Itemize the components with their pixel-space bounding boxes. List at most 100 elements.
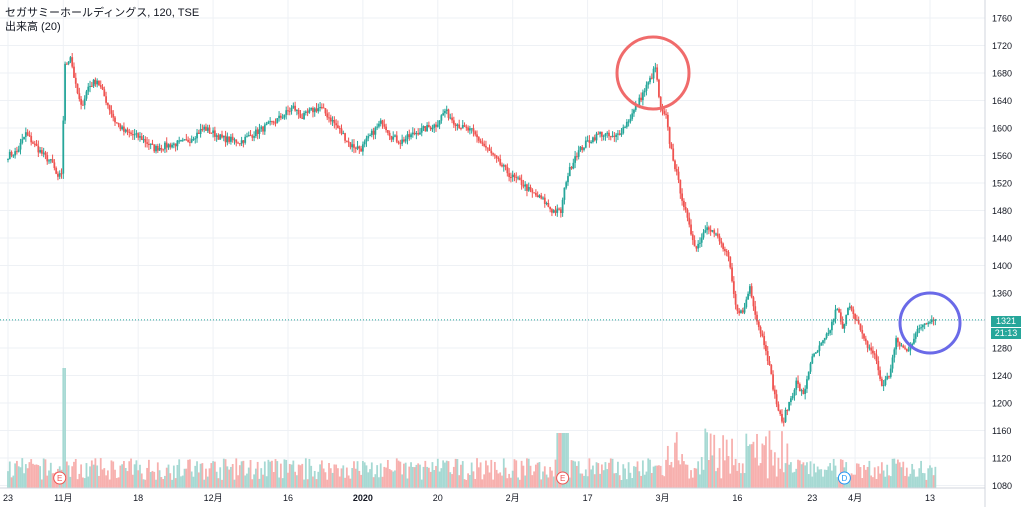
candle-body	[727, 251, 730, 257]
volume-bar	[725, 439, 728, 488]
volume-bar	[551, 470, 553, 488]
candle-body	[911, 343, 914, 347]
volume-bar	[476, 458, 478, 488]
candle-body	[633, 109, 635, 114]
candle-body	[620, 133, 623, 135]
volume-bar	[456, 459, 459, 488]
candle-body	[276, 118, 279, 123]
volume-bar	[399, 461, 402, 488]
candle-body	[831, 321, 833, 331]
volume-bar	[818, 469, 821, 488]
candle-body	[429, 127, 432, 130]
price-axis[interactable]: 1080112011601200124012801320136014001440…	[984, 0, 1012, 507]
candle-body	[843, 324, 846, 329]
volume-bar	[520, 460, 523, 488]
candle-body	[383, 124, 386, 127]
candle-body	[700, 237, 703, 243]
candle-body	[96, 80, 99, 85]
candle-body	[12, 155, 15, 157]
candle-body	[376, 126, 379, 128]
volume-bar	[383, 466, 386, 488]
candle-body	[552, 210, 555, 213]
candle-body	[736, 304, 739, 311]
candle-body	[593, 137, 596, 141]
candle-body	[69, 57, 72, 62]
volume-bar	[921, 472, 924, 488]
volume-bar	[452, 466, 455, 488]
candle-body	[504, 165, 507, 167]
volume-bar	[7, 471, 9, 488]
candle-body	[358, 146, 361, 149]
candle-body	[795, 380, 798, 390]
volume-bar	[433, 470, 436, 488]
candle-body	[590, 142, 593, 144]
candle-body	[481, 142, 484, 144]
volume-bar	[581, 473, 584, 488]
candle-body	[599, 131, 601, 135]
candle-body	[35, 143, 38, 146]
candle-body	[164, 142, 166, 150]
volume-bar	[652, 466, 655, 488]
volume-bar	[73, 461, 75, 488]
volume-bar	[634, 466, 637, 488]
volume-bar	[238, 465, 241, 488]
candle-body	[702, 232, 705, 238]
volume-bar	[527, 458, 530, 488]
volume-bar	[253, 474, 256, 488]
volume-bar	[438, 471, 441, 488]
volume-bar	[458, 475, 461, 488]
volume-bar	[574, 461, 577, 488]
volume-bar	[23, 473, 25, 488]
candle-body	[399, 143, 402, 145]
volume-bar	[224, 459, 227, 488]
candle-body	[411, 132, 414, 135]
volume-bar	[804, 465, 807, 488]
candle-body	[506, 166, 509, 174]
volume-bar	[488, 472, 491, 488]
volume-bar	[46, 475, 49, 488]
volume-bar	[376, 465, 379, 488]
time-tick-label: 2月	[506, 493, 520, 503]
candle-body	[716, 233, 719, 237]
candle-body	[896, 338, 899, 343]
candle-body	[272, 121, 275, 123]
volume-bar	[643, 474, 646, 488]
volume-bar	[907, 476, 910, 488]
candle-body	[563, 187, 566, 200]
candle-body	[724, 249, 726, 251]
volume-bar	[71, 466, 74, 488]
volume-bar	[593, 474, 596, 488]
volume-bar	[873, 467, 876, 488]
volume-bar	[279, 463, 282, 488]
candle-body	[328, 117, 330, 119]
candle-body	[32, 142, 34, 144]
volume-bar	[798, 460, 801, 488]
volume-bar	[895, 463, 898, 488]
red-highlight-circle	[615, 35, 691, 111]
candle-body	[233, 139, 236, 141]
volume-bar	[877, 466, 880, 488]
candle-body	[882, 384, 885, 386]
volume-bar	[823, 469, 826, 488]
candle-body	[23, 136, 25, 140]
volume-bar	[492, 479, 494, 488]
volume-bar	[49, 462, 52, 488]
volume-bar	[788, 464, 791, 488]
candle-body	[30, 135, 33, 143]
volume-bar	[301, 463, 304, 488]
volume-bar	[736, 470, 739, 488]
volume-bar	[797, 459, 799, 488]
candle-body	[825, 333, 828, 338]
candle-body	[427, 125, 430, 128]
candle-body	[320, 106, 323, 108]
candle-body	[419, 132, 421, 135]
volume-bar	[568, 477, 571, 488]
volume-bar	[196, 461, 198, 488]
time-axis[interactable]: 23 11月 18 12月 16 2020 20 2月 17 3月 16 23 4月 13	[0, 487, 985, 503]
candle-body	[533, 192, 535, 194]
volume-bar	[911, 463, 914, 488]
candle-body	[178, 140, 181, 142]
volume-bar	[454, 458, 457, 488]
volume-bar	[904, 475, 906, 488]
